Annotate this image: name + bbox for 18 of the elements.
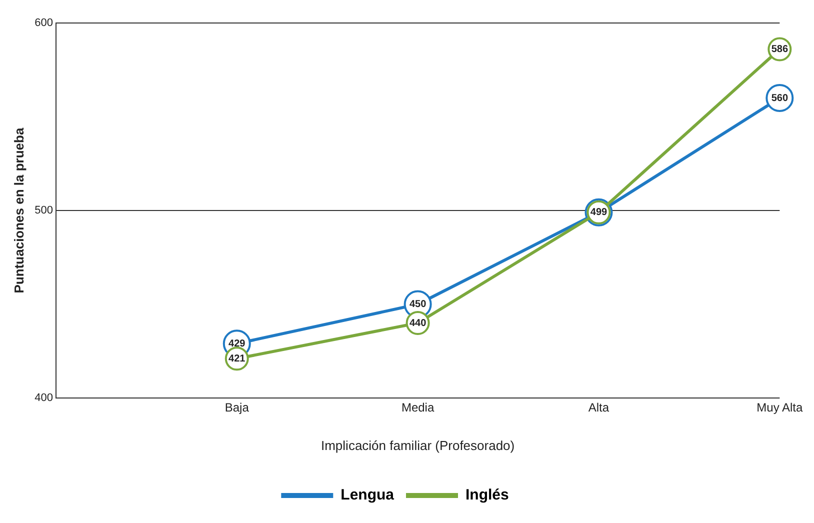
data-label: 586 [771,44,788,55]
data-label: 560 [771,92,788,104]
x-tick-label: Alta [588,400,610,415]
y-axis-title: Puntuaciones en la prueba [11,127,26,294]
y-tick-label: 600 [34,17,53,30]
data-label: 429 [228,338,246,350]
legend-label: Lengua [340,486,395,504]
x-tick-label: Media [401,400,434,415]
data-label: 440 [409,318,427,329]
data-label: 499 [590,207,608,218]
y-tick-label: 500 [34,204,53,217]
x-axis-title: Implicación familiar (Profesorado) [320,438,515,453]
x-tick-label: Baja [224,400,250,415]
y-tick-label: 400 [34,392,53,404]
legend-label: Inglés [465,486,509,504]
data-label: 421 [228,353,246,364]
x-tick-label: Muy Alta [756,400,803,415]
data-label: 450 [409,299,427,310]
